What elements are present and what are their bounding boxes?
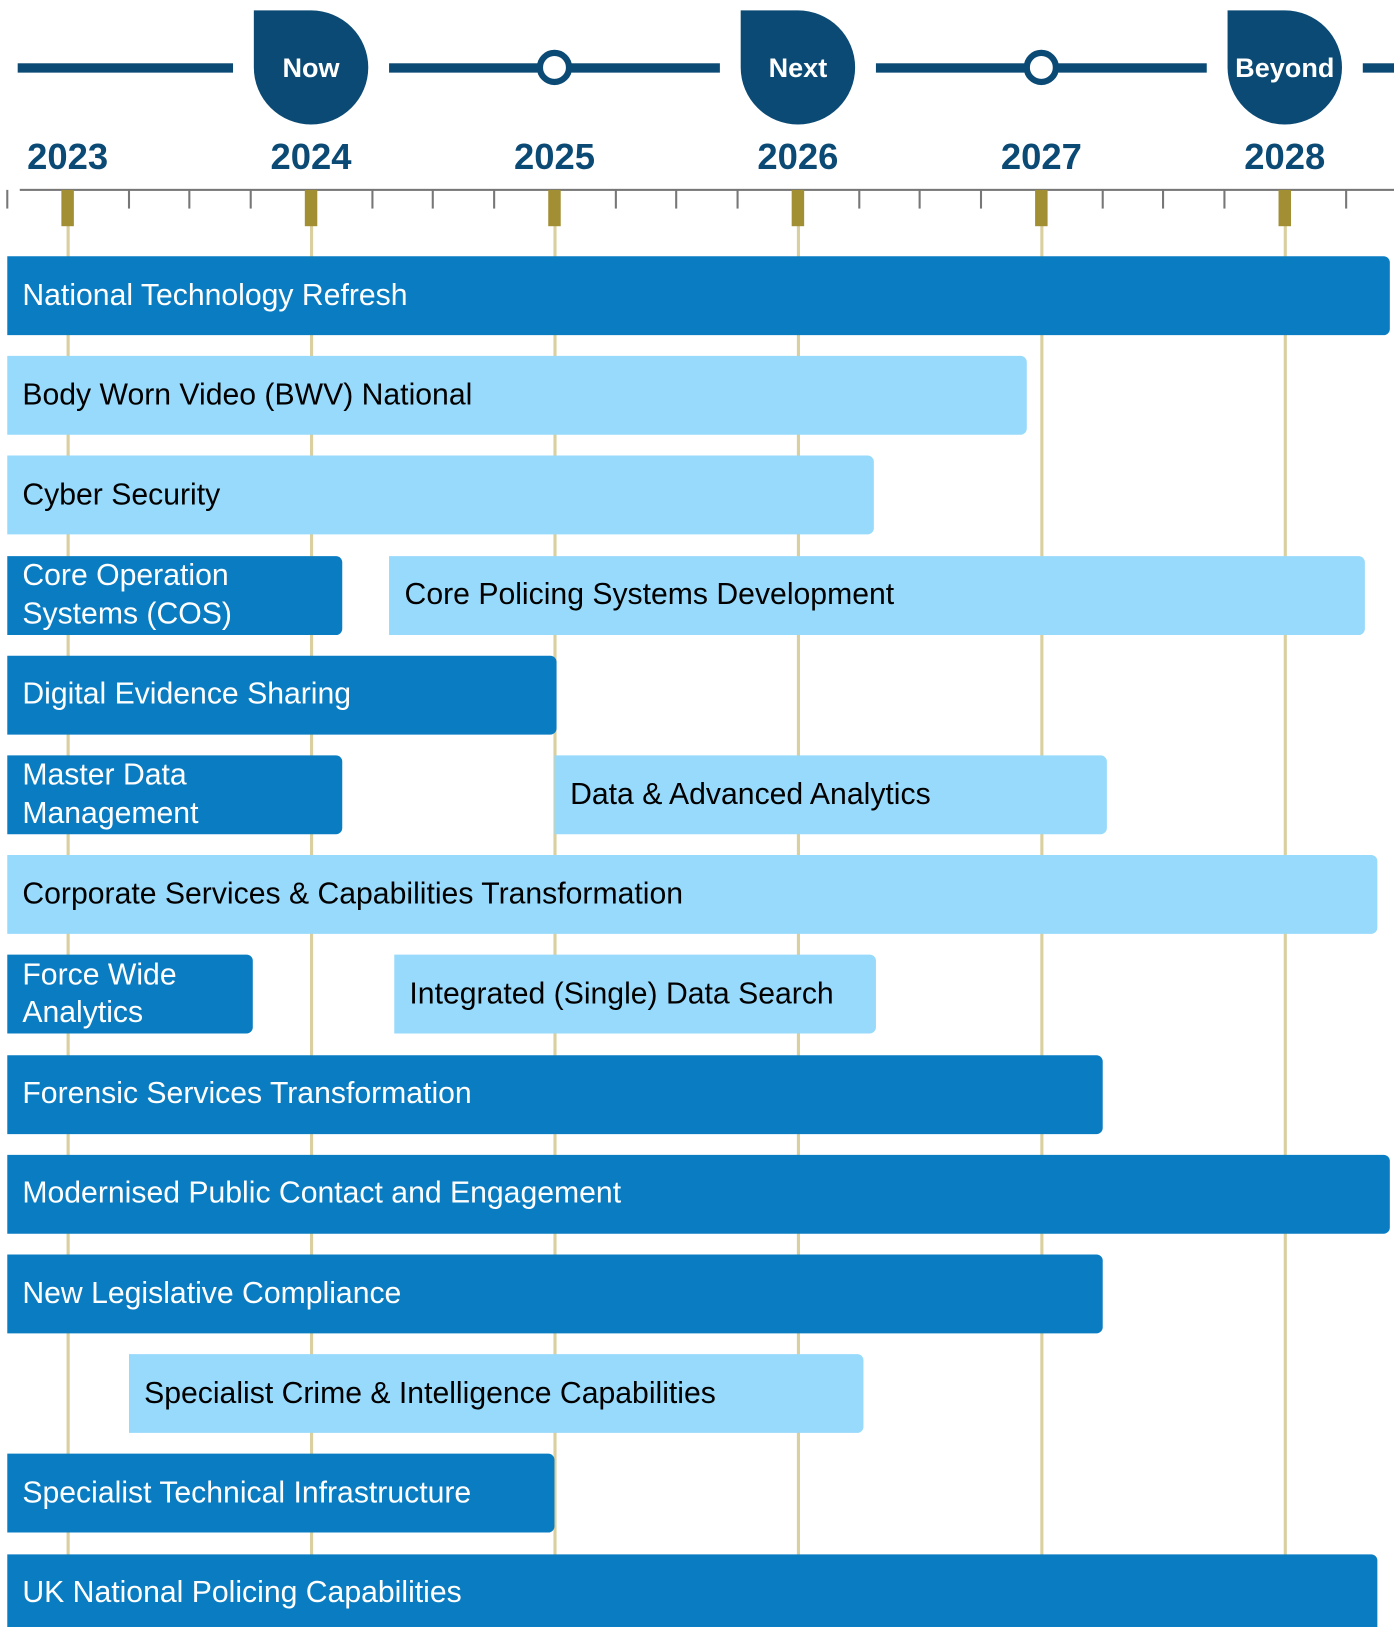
task-label: Master Data Management bbox=[22, 758, 199, 831]
milestone-label: Beyond bbox=[1235, 51, 1335, 83]
task-bar: Force Wide Analytics bbox=[6, 954, 253, 1034]
x-tick-label: 2024 bbox=[270, 136, 352, 178]
task-label: Corporate Services & Capabilities Transf… bbox=[22, 877, 684, 911]
x-tick-label: 2027 bbox=[1000, 136, 1082, 178]
task-bar: Core Policing Systems Development bbox=[388, 555, 1366, 635]
task-bar: Cyber Security bbox=[6, 455, 874, 535]
minor-tick bbox=[1162, 189, 1165, 209]
task-label: Modernised Public Contact and Engagement bbox=[22, 1177, 622, 1211]
marker bbox=[536, 49, 573, 86]
task-bar: Data & Advanced Analytics bbox=[554, 755, 1108, 835]
minor-tick bbox=[918, 189, 921, 209]
major-tick bbox=[791, 189, 805, 227]
task-bar: Specialist Technical Infrastructure bbox=[6, 1454, 555, 1533]
minor-tick bbox=[675, 189, 678, 209]
minor-tick bbox=[857, 189, 860, 209]
minor-tick bbox=[127, 189, 130, 209]
milestone: Beyond bbox=[1227, 10, 1342, 125]
minor-tick bbox=[614, 189, 617, 209]
task-bar: Integrated (Single) Data Search bbox=[393, 954, 876, 1034]
task-label: UK National Policing Capabilities bbox=[22, 1576, 462, 1610]
major-tick bbox=[1278, 189, 1292, 227]
task-label: Core Operation Systems (COS) bbox=[22, 559, 232, 631]
task-bar: Modernised Public Contact and Engagement bbox=[6, 1154, 1390, 1234]
task-bar: Body Worn Video (BWV) National bbox=[6, 356, 1027, 435]
task-label: Specialist Crime & Intelligence Capabili… bbox=[144, 1376, 716, 1410]
milestone-label: Now bbox=[282, 51, 340, 83]
task-label: New Legislative Compliance bbox=[22, 1276, 402, 1311]
task-bar: Master Data Management bbox=[6, 755, 343, 835]
x-tick-label: 2028 bbox=[1244, 136, 1326, 178]
major-tick bbox=[304, 189, 318, 227]
task-bar: New Legislative Compliance bbox=[6, 1254, 1103, 1334]
task-label: Integrated (Single) Data Search bbox=[409, 977, 834, 1011]
task-bar: Forensic Services Transformation bbox=[6, 1054, 1103, 1134]
major-tick bbox=[1035, 189, 1048, 227]
timeline-band bbox=[17, 63, 1394, 73]
major-tick bbox=[61, 189, 74, 227]
task-bar: National Technology Refresh bbox=[6, 256, 1390, 336]
minor-tick bbox=[5, 189, 8, 209]
minor-tick bbox=[1344, 189, 1347, 209]
minor-tick bbox=[431, 189, 434, 209]
task-label: Core Policing Systems Development bbox=[404, 578, 895, 612]
task-bar: Specialist Crime & Intelligence Capabili… bbox=[128, 1354, 864, 1434]
minor-tick bbox=[736, 189, 739, 209]
minor-tick bbox=[370, 189, 373, 209]
milestone: Now bbox=[253, 10, 369, 125]
axis-line bbox=[19, 188, 1394, 191]
task-bar: Digital Evidence Sharing bbox=[6, 655, 557, 735]
task-label: Data & Advanced Analytics bbox=[570, 777, 931, 811]
marker bbox=[1023, 49, 1060, 86]
major-tick bbox=[548, 189, 561, 227]
task-label: Forensic Services Transformation bbox=[22, 1077, 472, 1111]
minor-tick bbox=[1222, 189, 1225, 209]
task-label: Cyber Security bbox=[22, 478, 221, 512]
task-bar: UK National Policing Capabilities bbox=[6, 1553, 1378, 1627]
task-bar: Corporate Services & Capabilities Transf… bbox=[6, 855, 1378, 935]
minor-tick bbox=[188, 189, 191, 209]
milestone: Next bbox=[740, 10, 856, 125]
minor-tick bbox=[249, 189, 252, 209]
x-tick-label: 2026 bbox=[757, 136, 839, 178]
task-label: National Technology Refresh bbox=[22, 278, 408, 312]
minor-tick bbox=[1101, 189, 1104, 209]
task-bar: Core Operation Systems (COS) bbox=[6, 555, 343, 635]
task-label: Force Wide Analytics bbox=[22, 958, 177, 1030]
minor-tick bbox=[492, 189, 495, 209]
x-tick-label: 2025 bbox=[513, 136, 595, 178]
task-label: Specialist Technical Infrastructure bbox=[22, 1476, 472, 1510]
minor-tick bbox=[979, 189, 982, 209]
x-tick-label: 2023 bbox=[27, 136, 109, 178]
milestone-label: Next bbox=[768, 51, 828, 83]
task-label: Body Worn Video (BWV) National bbox=[22, 378, 473, 412]
task-label: Digital Evidence Sharing bbox=[22, 677, 352, 712]
